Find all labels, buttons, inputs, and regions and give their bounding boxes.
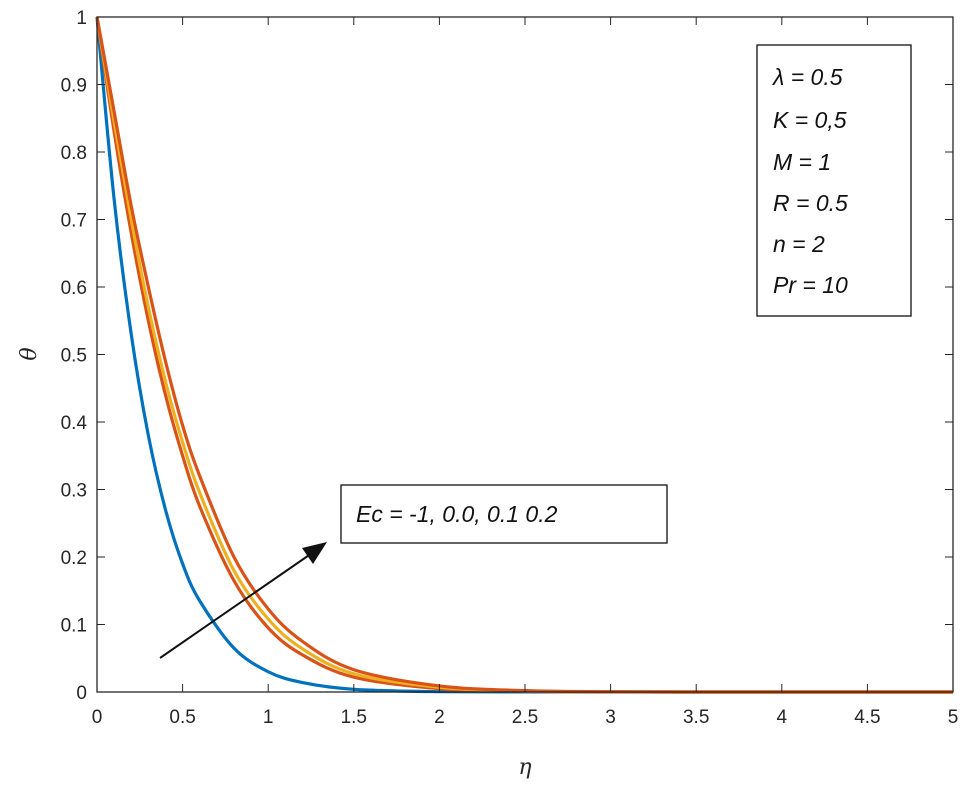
parameters-box-frame xyxy=(756,44,912,317)
x-axis-label: η xyxy=(518,755,531,780)
y-tick-label: 0.7 xyxy=(61,211,87,232)
x-tick-label: 2.5 xyxy=(512,707,538,728)
x-tick-label: 0 xyxy=(92,707,103,728)
ticks-layer: 0 0.5 1 1.5 2 2.5 3 3.5 4 4.5 5 0 0.1 0.2 0.3 0.4 0.5 0.6… xyxy=(61,8,959,728)
x-tick-label: 1 xyxy=(263,707,274,728)
param-m: M = 1 xyxy=(773,149,831,175)
y-tick-label: 0.2 xyxy=(61,548,87,569)
param-pr: Pr = 10 xyxy=(773,272,848,298)
x-tick-label: 5 xyxy=(948,707,959,728)
y-tick-label: 0.3 xyxy=(61,481,87,502)
y-axis-label: θ xyxy=(17,347,42,360)
y-tick-label: 1 xyxy=(76,8,87,29)
y-tick-label: 0.1 xyxy=(61,616,87,637)
param-k: K = 0,5 xyxy=(773,107,847,133)
ec-arrow-head xyxy=(302,542,327,564)
x-tick-label: 4 xyxy=(777,707,788,728)
ec-annotation: Ec = -1, 0.0, 0.1 0.2 xyxy=(159,484,668,659)
y-tick-label: 0 xyxy=(76,683,87,704)
param-n: n = 2 xyxy=(773,231,825,257)
param-lambda: λ = 0.5 xyxy=(771,64,843,90)
y-tick-label: 0.9 xyxy=(61,76,87,97)
ec-annotation-box xyxy=(340,484,668,544)
y-tick-label: 0.6 xyxy=(61,278,87,299)
ec-annotation-text: Ec = -1, 0.0, 0.1 0.2 xyxy=(356,501,558,527)
x-tick-label: 0.5 xyxy=(169,707,195,728)
y-tick-label: 0.5 xyxy=(61,346,87,367)
ec-arrow-shaft xyxy=(159,550,316,659)
x-tick-label: 2 xyxy=(434,707,445,728)
x-tick-label: 3.5 xyxy=(683,707,709,728)
x-tick-label: 4.5 xyxy=(854,707,880,728)
x-tick-label: 1.5 xyxy=(341,707,367,728)
x-tick-label: 3 xyxy=(605,707,616,728)
param-r: R = 0.5 xyxy=(773,190,848,216)
y-tick-label: 0.8 xyxy=(61,143,87,164)
y-tick-label: 0.4 xyxy=(61,413,88,434)
parameters-box: λ = 0.5 K = 0,5 M = 1 R = 0.5 n = 2 Pr =… xyxy=(756,44,912,317)
